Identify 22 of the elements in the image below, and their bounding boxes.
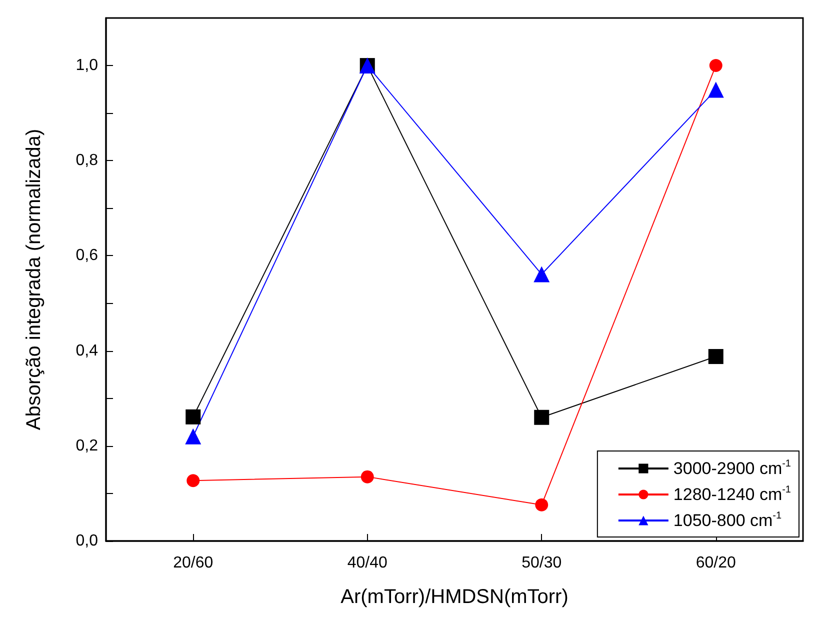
x-tick-label: 60/20 bbox=[696, 554, 736, 572]
point bbox=[535, 498, 548, 512]
y-tick-label: 0,8 bbox=[76, 152, 98, 170]
y-tick-label: 0,4 bbox=[76, 342, 98, 360]
point bbox=[708, 82, 724, 98]
point bbox=[186, 409, 201, 424]
x-axis-title: Ar(mTorr)/HMDSN(mTorr) bbox=[340, 586, 568, 608]
y-tick-label: 0,2 bbox=[76, 437, 98, 454]
point bbox=[360, 470, 374, 484]
point bbox=[534, 410, 550, 425]
point bbox=[708, 349, 724, 364]
point bbox=[186, 474, 200, 488]
x-tick-label: 50/30 bbox=[522, 554, 562, 572]
y-axis-title: Absorção integrada (normalizada) bbox=[23, 128, 45, 430]
y-tick-label: 0,0 bbox=[76, 532, 98, 550]
y-tick-label: 1,0 bbox=[76, 57, 98, 74]
x-tick-label: 40/40 bbox=[347, 554, 388, 572]
x-tick-label: 20/60 bbox=[173, 554, 214, 572]
point bbox=[709, 59, 722, 72]
point bbox=[185, 428, 202, 444]
y-tick-label: 0,6 bbox=[76, 247, 98, 264]
point bbox=[534, 266, 550, 282]
